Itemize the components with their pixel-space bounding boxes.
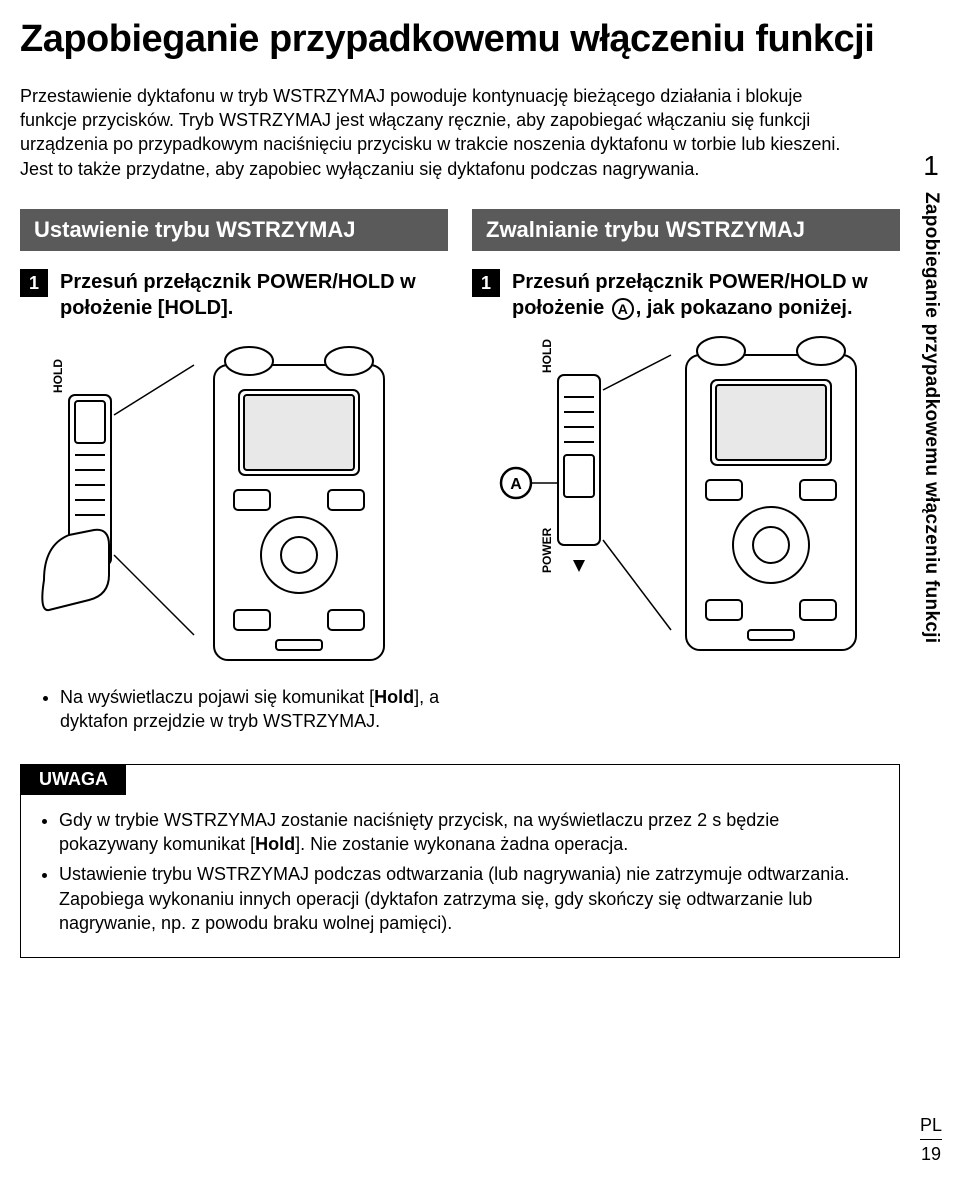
intro-paragraph: Przestawienie dyktafonu w tryb WSTRZYMAJ…: [20, 84, 850, 181]
right-column-header: Zwalnianie trybu WSTRZYMAJ: [472, 209, 900, 251]
right-step-text: Przesuń przełącznik POWER/HOLD w położen…: [512, 269, 900, 321]
right-column: Zwalnianie trybu WSTRZYMAJ 1 Przesuń prz…: [472, 209, 900, 665]
right-step-post: , jak pokazano poniżej.: [636, 297, 853, 319]
result-note-item: Na wyświetlaczu pojawi się komunikat [Ho…: [60, 685, 460, 734]
power-label: POWER: [540, 527, 554, 573]
page-footer: PL 19: [920, 1115, 942, 1165]
hold-label: HOLD: [540, 339, 554, 373]
hold-label: HOLD: [51, 359, 65, 393]
result-note: Na wyświetlaczu pojawi się komunikat [Ho…: [60, 685, 460, 734]
uwaga-item-2: Ustawienie trybu WSTRZYMAJ podczas odtwa…: [59, 862, 883, 935]
right-diagram: HOLD POWER A: [472, 335, 900, 665]
uwaga-label: UWAGA: [21, 764, 126, 795]
left-step-text: Przesuń przełącznik POWER/HOLD w położen…: [60, 269, 448, 321]
diagram-marker-a: A: [510, 476, 522, 493]
chapter-number: 1: [923, 150, 939, 182]
left-step: 1 Przesuń przełącznik POWER/HOLD w położ…: [20, 269, 448, 321]
uwaga-item-1: Gdy w trybie WSTRZYMAJ zostanie naciśnię…: [59, 808, 883, 857]
side-section-title: Zapobieganie przypadkowemu włączeniu fun…: [920, 192, 942, 643]
two-column-section: Ustawienie trybu WSTRZYMAJ 1 Przesuń prz…: [20, 209, 900, 665]
left-column: Ustawienie trybu WSTRZYMAJ 1 Przesuń prz…: [20, 209, 448, 665]
uwaga1-bold: Hold: [255, 834, 295, 854]
page-number: 19: [920, 1144, 942, 1165]
uwaga-box: UWAGA Gdy w trybie WSTRZYMAJ zostanie na…: [20, 764, 900, 958]
note-bold: Hold: [374, 687, 414, 707]
step-number-badge: 1: [20, 269, 48, 297]
side-tab: 1 Zapobieganie przypadkowemu włączeniu f…: [920, 150, 942, 643]
uwaga-list: Gdy w trybie WSTRZYMAJ zostanie naciśnię…: [59, 808, 883, 935]
right-step: 1 Przesuń przełącznik POWER/HOLD w położ…: [472, 269, 900, 321]
language-code: PL: [920, 1115, 942, 1140]
page-title: Zapobieganie przypadkowemu włączeniu fun…: [20, 20, 900, 60]
left-column-header: Ustawienie trybu WSTRZYMAJ: [20, 209, 448, 251]
note-pre: Na wyświetlaczu pojawi się komunikat [: [60, 687, 374, 707]
uwaga1-post: ]. Nie zostanie wykonana żadna operacja.: [295, 834, 628, 854]
step-number-badge: 1: [472, 269, 500, 297]
left-diagram: HOLD POWER: [20, 335, 448, 665]
marker-a: A: [612, 298, 634, 320]
